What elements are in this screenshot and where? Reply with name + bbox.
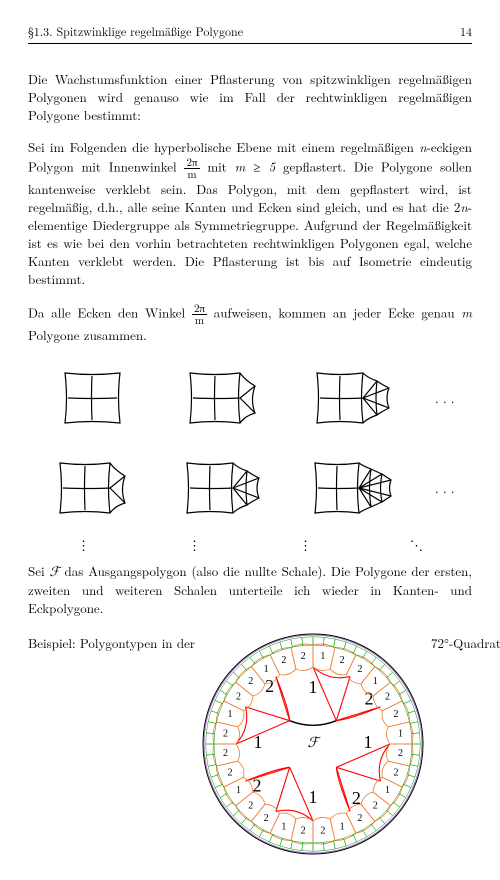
fraction-2pi-m: 2πm xyxy=(184,157,199,180)
p3b: aufweisen, kommen an jeder Ecke genau xyxy=(207,302,461,321)
p5a: Beispiel: Polygontypen in der xyxy=(28,632,195,652)
svg-text:2: 2 xyxy=(357,812,362,823)
svg-text:1: 1 xyxy=(363,732,372,752)
tile-1-3 xyxy=(305,358,400,438)
paragraph-2: Sei im Folgenden die hyperbolische Ebene… xyxy=(28,138,472,288)
vdots-3: ⋮ xyxy=(299,536,312,554)
tile-1-2 xyxy=(175,358,270,438)
ellipsis-1: . . . xyxy=(435,389,455,407)
tile-2-2 xyxy=(175,448,270,528)
p3a: Da alle Ecken den Winkel xyxy=(28,302,192,321)
n-var-2: n xyxy=(460,197,467,216)
svg-text:1: 1 xyxy=(398,728,403,739)
n-var: n xyxy=(419,137,426,156)
ddots: ⋱ xyxy=(410,536,423,554)
svg-text:2: 2 xyxy=(248,800,253,811)
p5b: 72°-Quadratpflasterung. xyxy=(431,632,500,652)
p2c: mit xyxy=(200,156,235,175)
p3c: Polygone zusammen. xyxy=(28,325,147,344)
svg-text:2: 2 xyxy=(248,676,253,687)
tile-2-3 xyxy=(305,448,400,528)
svg-text:2: 2 xyxy=(265,676,274,696)
svg-text:1: 1 xyxy=(308,787,317,807)
svg-text:1: 1 xyxy=(340,821,345,832)
svg-text:2: 2 xyxy=(301,825,306,836)
p4a: Sei xyxy=(28,561,49,580)
paragraph-1: Die Wachstumsfunktion einer Pflasterung … xyxy=(28,70,472,125)
m-ge-5: m ≥ 5 xyxy=(235,156,276,175)
fraction-2pi-m-b: 2πm xyxy=(192,303,207,326)
svg-text:2: 2 xyxy=(236,691,241,702)
paragraph-4: Sei ℱ das Ausgangspolygon (also die null… xyxy=(28,562,472,618)
frac-den-b: m xyxy=(192,315,207,326)
svg-text:2: 2 xyxy=(394,709,399,720)
svg-text:1: 1 xyxy=(320,650,325,661)
tile-row-1: . . . xyxy=(28,358,472,438)
p4b: das Ausgangspolygon (also die nullte Sch… xyxy=(28,561,472,617)
svg-text:2: 2 xyxy=(385,691,390,702)
svg-text:2: 2 xyxy=(320,825,325,836)
svg-text:1: 1 xyxy=(253,732,262,752)
svg-text:2: 2 xyxy=(398,748,403,759)
svg-text:1: 1 xyxy=(281,821,286,832)
svg-text:1: 1 xyxy=(385,785,390,796)
tile-2-1 xyxy=(45,448,140,528)
svg-text:2: 2 xyxy=(394,767,399,778)
svg-text:2: 2 xyxy=(281,655,286,666)
svg-text:2: 2 xyxy=(227,767,232,778)
ellipsis-2: . . . xyxy=(435,479,455,497)
vdots-1: ⋮ xyxy=(77,536,90,554)
p2a: Sei im Folgenden die hyperbolische Ebene… xyxy=(28,137,419,156)
svg-text:2: 2 xyxy=(301,650,306,661)
example-row: Beispiel: Polygontypen in der ℱ121212122… xyxy=(28,632,472,856)
svg-text:1: 1 xyxy=(227,709,232,720)
svg-text:2: 2 xyxy=(223,728,228,739)
svg-text:2: 2 xyxy=(340,655,345,666)
svg-text:1: 1 xyxy=(264,663,269,674)
svg-text:1: 1 xyxy=(373,676,378,687)
tile-row-dots: ⋮ ⋮ ⋮ ⋱ xyxy=(28,536,472,554)
vdots-2: ⋮ xyxy=(188,536,201,554)
svg-text:2: 2 xyxy=(264,812,269,823)
section-header: §1.3. Spitzwinklige regelmäßige Polygone xyxy=(28,24,243,41)
page-number: 14 xyxy=(460,24,472,41)
svg-text:2: 2 xyxy=(223,748,228,759)
tile-row-2: . . . xyxy=(28,448,472,528)
script-f: ℱ xyxy=(49,564,59,579)
svg-text:1: 1 xyxy=(236,785,241,796)
tile-1-1 xyxy=(45,358,140,438)
svg-text:1: 1 xyxy=(308,677,317,697)
paragraph-3: Da alle Ecken den Winkel 2πm aufweisen, … xyxy=(28,303,472,344)
m-var: m xyxy=(461,302,472,321)
svg-text:2: 2 xyxy=(373,800,378,811)
svg-text:ℱ: ℱ xyxy=(307,736,321,751)
poincare-disk: ℱ121212122122122122122122122122122122 xyxy=(201,632,425,856)
svg-text:2: 2 xyxy=(357,663,362,674)
